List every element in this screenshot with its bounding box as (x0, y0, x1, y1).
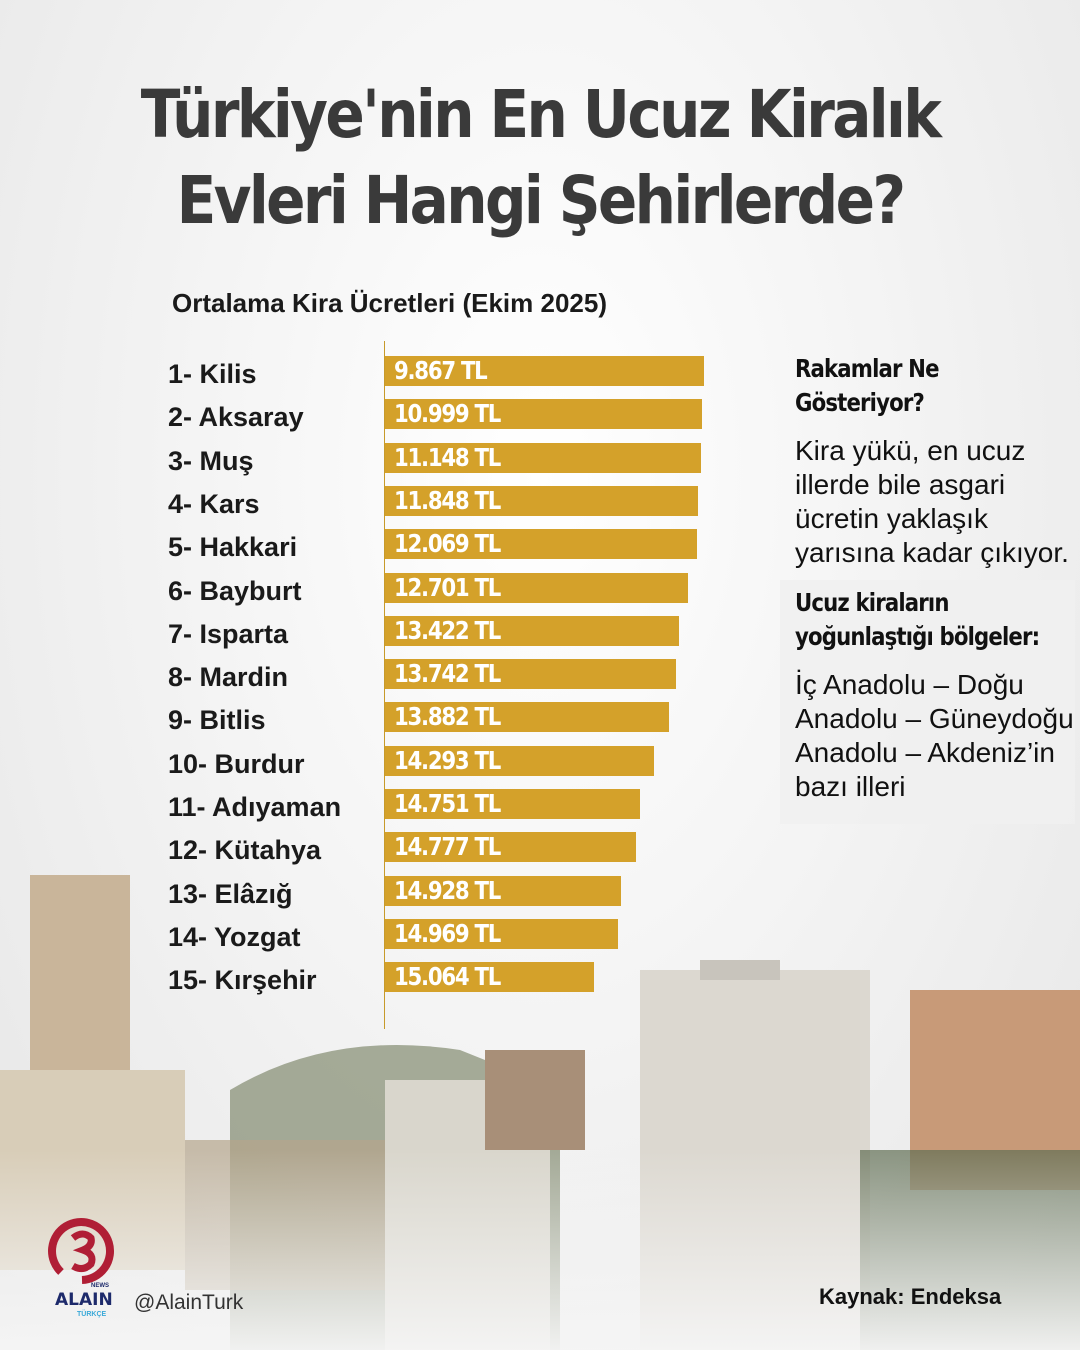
bar: 14.928 TL (385, 875, 621, 906)
bar: 14.293 TL (385, 745, 654, 776)
bar-value-label: 13.742 TL (394, 659, 501, 689)
brand-name: ALAIN (55, 1290, 113, 1310)
bar-value-label: 14.928 TL (394, 875, 501, 905)
bar: 12.701 TL (385, 572, 688, 603)
category-label: 15- Kırşehir (168, 965, 317, 996)
bar: 13.422 TL (385, 615, 679, 646)
category-label: 11- Adıyaman (168, 792, 342, 822)
category-label: 4- Kars (168, 488, 260, 519)
category-label: 1- Kilis (168, 359, 257, 389)
category-label: 13- Elâzığ (168, 878, 293, 909)
bar-value-label: 12.701 TL (394, 572, 501, 602)
insight-panel-1: Rakamlar Ne Gösteriyor? Kira yükü, en uc… (780, 352, 1075, 570)
bar: 14.751 TL (385, 789, 640, 819)
chart-axis-line (384, 341, 385, 1029)
insight-column: Rakamlar Ne Gösteriyor? Kira yükü, en uc… (780, 352, 1075, 824)
bar: 14.777 TL (385, 832, 636, 863)
insight-panel-2: Ucuz kiraların yoğunlaştığı bölgeler: İç… (780, 580, 1075, 824)
category-label: 7- Isparta (168, 618, 289, 649)
bar-value-label: 14.969 TL (394, 918, 501, 948)
brand-news: NEWS (91, 1283, 109, 1289)
social-handle: @AlainTurk (134, 1291, 244, 1314)
insight-text-2: İç Anadolu – Doğu Anadolu – Güneydoğu An… (795, 669, 1074, 802)
bottom-fade (0, 1150, 1080, 1350)
brand-sub: TÜRKÇE (77, 1311, 107, 1318)
bar: 13.742 TL (385, 659, 676, 690)
insight-text-1: Kira yükü, en ucuz illerde bile asgari ü… (795, 435, 1069, 568)
category-label: 2- Aksaray (168, 402, 304, 433)
category-label: 10- Burdur (168, 748, 305, 779)
bar-value-label: 14.293 TL (394, 745, 501, 775)
title-line-2: Evleri Hangi Şehirlerde? (176, 162, 906, 239)
source-note: Kaynak: Endeksa (819, 1284, 1002, 1309)
bar-value-label: 15.064 TL (394, 962, 501, 992)
category-label: 9- Bitlis (168, 705, 266, 736)
bar: 14.969 TL (385, 918, 618, 949)
bar-value-label: 13.882 TL (394, 702, 501, 732)
bar-value-label: 14.777 TL (394, 832, 501, 862)
title-line-1: Türkiye'nin En Ucuz Kiralık (140, 76, 942, 153)
bar: 11.148 TL (385, 442, 701, 473)
alain-logo-icon (48, 1218, 115, 1284)
bar-value-label: 10.999 TL (394, 399, 501, 429)
bar: 13.882 TL (385, 702, 669, 733)
bar: 10.999 TL (385, 399, 702, 430)
bar-value-label: 14.751 TL (394, 789, 501, 818)
category-label: 14- Yozgat (168, 921, 301, 952)
insight-heading-2: Ucuz kiraların yoğunlaştığı bölgeler: (795, 588, 1040, 651)
page-title: Türkiye'nin En Ucuz Kiralık Evleri Hangi… (65, 72, 1015, 244)
bar: 15.064 TL (385, 962, 594, 993)
category-label: 12- Kütahya (168, 835, 322, 866)
bar-value-label: 11.848 TL (394, 485, 501, 515)
category-label: 5- Hakkari (168, 532, 298, 563)
category-label: 8- Mardin (168, 662, 289, 693)
bar: 9.867 TL (385, 356, 704, 386)
bar-value-label: 13.422 TL (394, 615, 501, 645)
bar-value-label: 12.069 TL (394, 529, 501, 559)
bar: 12.069 TL (385, 529, 697, 560)
category-label: 3- Muş (168, 445, 254, 476)
insight-heading-1: Rakamlar Ne Gösteriyor? (795, 354, 940, 417)
category-label: 6- Bayburt (168, 575, 302, 606)
bar-value-label: 11.148 TL (394, 442, 501, 472)
bar: 11.848 TL (385, 485, 698, 516)
chart-subtitle: Ortalama Kira Ücretleri (Ekim 2025) (172, 288, 607, 318)
bar-value-label: 9.867 TL (394, 356, 488, 385)
